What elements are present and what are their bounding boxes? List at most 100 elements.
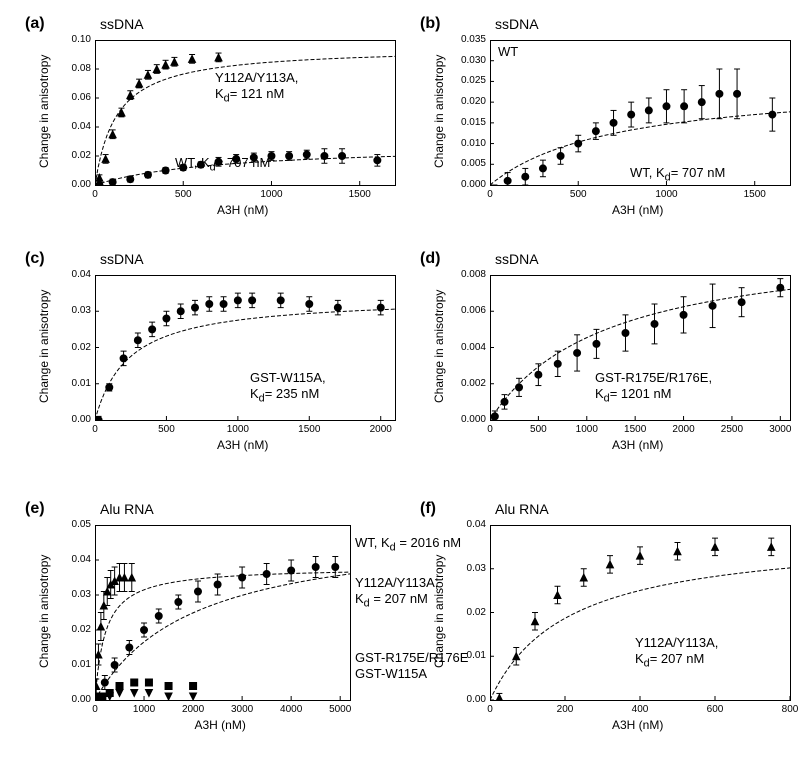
xtick: 1500 bbox=[623, 424, 647, 435]
xtick: 600 bbox=[703, 704, 727, 715]
panel-title-a: ssDNA bbox=[100, 16, 144, 32]
xlabel-b: A3H (nM) bbox=[612, 203, 663, 217]
xtick: 0 bbox=[478, 189, 502, 200]
ylabel-a: Change in anisotropy bbox=[37, 54, 51, 167]
ytick: 0.08 bbox=[55, 63, 91, 74]
plot-area-c bbox=[95, 275, 396, 421]
panel-label-e: (e) bbox=[25, 500, 45, 518]
panel-title-b: ssDNA bbox=[495, 16, 539, 32]
ylabel-c: Change in anisotropy bbox=[37, 289, 51, 402]
figure-grid: (a) ssDNA Change in anisotropy A3H (nM) 0 500… bbox=[0, 0, 800, 767]
xtick: 2500 bbox=[720, 424, 744, 435]
anno-e-mut: Y112A/Y113A,Kd = 207 nM bbox=[355, 575, 438, 611]
xtick: 1000 bbox=[259, 189, 283, 200]
ytick: 0.008 bbox=[450, 269, 486, 280]
panel-d: (d)ssDNAChange in anisotropyA3H (nM)0500… bbox=[420, 245, 800, 470]
ytick: 0.02 bbox=[55, 150, 91, 161]
ytick: 0.006 bbox=[450, 305, 486, 316]
ytick: 0.035 bbox=[450, 34, 486, 45]
ytick: 0.020 bbox=[450, 96, 486, 107]
ytick: 0.02 bbox=[55, 624, 91, 635]
ytick: 0.10 bbox=[55, 34, 91, 45]
ylabel-e: Change in anisotropy bbox=[37, 554, 51, 667]
ytick: 0.01 bbox=[55, 659, 91, 670]
panel-c: (c) ssDNA Change in anisotropy A3H (nM) 0 500… bbox=[25, 245, 425, 470]
xtick: 2000 bbox=[672, 424, 696, 435]
ytick: 0.010 bbox=[450, 138, 486, 149]
panel-label-c: (c) bbox=[25, 250, 45, 268]
ytick: 0.03 bbox=[55, 589, 91, 600]
anno-a-mut: Y112A/Y113A,Kd= 121 nM bbox=[215, 70, 298, 106]
xtick: 3000 bbox=[768, 424, 792, 435]
xlabel-a: A3H (nM) bbox=[217, 203, 268, 217]
anno-b-wt-label: WT bbox=[498, 44, 518, 60]
plot-area-f bbox=[490, 525, 791, 701]
xtick: 1000 bbox=[654, 189, 678, 200]
ytick: 0.02 bbox=[450, 607, 486, 618]
ytick: 0.03 bbox=[55, 305, 91, 316]
ytick: 0.04 bbox=[55, 121, 91, 132]
panel-title-c: ssDNA bbox=[100, 251, 144, 267]
panel-title-d: ssDNA bbox=[495, 251, 539, 267]
ytick: 0.05 bbox=[55, 519, 91, 530]
ytick: 0.004 bbox=[450, 342, 486, 353]
ytick: 0.005 bbox=[450, 158, 486, 169]
xtick: 1500 bbox=[348, 189, 372, 200]
ytick: 0.00 bbox=[55, 179, 91, 190]
xtick: 0 bbox=[83, 424, 107, 435]
ylabel-b: Change in anisotropy bbox=[432, 54, 446, 167]
panel-f: (f)Alu RNAChange in anisotropyA3H (nM)02… bbox=[420, 495, 800, 750]
ytick: 0.002 bbox=[450, 378, 486, 389]
xtick: 1500 bbox=[297, 424, 321, 435]
xtick: 0 bbox=[478, 704, 502, 715]
xtick: 1000 bbox=[575, 424, 599, 435]
ytick: 0.00 bbox=[55, 414, 91, 425]
anno-f: Y112A/Y113A,Kd= 207 nM bbox=[635, 635, 718, 671]
xlabel-e: A3H (nM) bbox=[195, 718, 246, 732]
xtick: 0 bbox=[478, 424, 502, 435]
xtick: 500 bbox=[154, 424, 178, 435]
panel-a: (a) ssDNA Change in anisotropy A3H (nM) 0 500… bbox=[25, 10, 425, 235]
xtick: 2000 bbox=[181, 704, 205, 715]
panel-e: (e) Alu RNA Change in anisotropy A3H (nM) 0 1… bbox=[25, 495, 380, 750]
ytick: 0.015 bbox=[450, 117, 486, 128]
panel-label-d: (d) bbox=[420, 250, 440, 268]
panel-title-e: Alu RNA bbox=[100, 501, 154, 517]
xtick: 400 bbox=[628, 704, 652, 715]
anno-e-gst: GST-R175E/R176EGST-W115A bbox=[355, 650, 468, 683]
ytick: 0.00 bbox=[55, 694, 91, 705]
xtick: 500 bbox=[526, 424, 550, 435]
xtick: 200 bbox=[553, 704, 577, 715]
ytick: 0.02 bbox=[55, 342, 91, 353]
anno-a-wt: WT, Kd= 707 nM bbox=[175, 155, 270, 175]
anno-b-wt: WT, Kd= 707 nM bbox=[630, 165, 725, 185]
ytick: 0.01 bbox=[55, 378, 91, 389]
ylabel-d: Change in anisotropy bbox=[432, 289, 446, 402]
xtick: 800 bbox=[778, 704, 800, 715]
xtick: 0 bbox=[83, 704, 107, 715]
xlabel-c: A3H (nM) bbox=[217, 438, 268, 452]
xlabel-f: A3H (nM) bbox=[612, 718, 663, 732]
xtick: 2000 bbox=[369, 424, 393, 435]
anno-c: GST-W115A,Kd= 235 nM bbox=[250, 370, 326, 406]
xtick: 1500 bbox=[743, 189, 767, 200]
ytick: 0.04 bbox=[55, 269, 91, 280]
xtick: 4000 bbox=[279, 704, 303, 715]
ytick: 0.025 bbox=[450, 75, 486, 86]
xtick: 0 bbox=[83, 189, 107, 200]
ytick: 0.000 bbox=[450, 414, 486, 425]
panel-label-a: (a) bbox=[25, 15, 45, 33]
anno-d: GST-R175E/R176E,Kd= 1201 nM bbox=[595, 370, 712, 406]
ytick: 0.03 bbox=[450, 563, 486, 574]
plot-area-e bbox=[95, 525, 351, 701]
xtick: 500 bbox=[171, 189, 195, 200]
panel-b: (b)ssDNAChange in anisotropyA3H (nM)0500… bbox=[420, 10, 800, 235]
panel-label-f: (f) bbox=[420, 500, 436, 518]
panel-title-f: Alu RNA bbox=[495, 501, 549, 517]
xtick: 1000 bbox=[132, 704, 156, 715]
xtick: 3000 bbox=[230, 704, 254, 715]
ytick: 0.030 bbox=[450, 55, 486, 66]
ytick: 0.04 bbox=[450, 519, 486, 530]
xtick: 500 bbox=[566, 189, 590, 200]
ytick: 0.000 bbox=[450, 179, 486, 190]
